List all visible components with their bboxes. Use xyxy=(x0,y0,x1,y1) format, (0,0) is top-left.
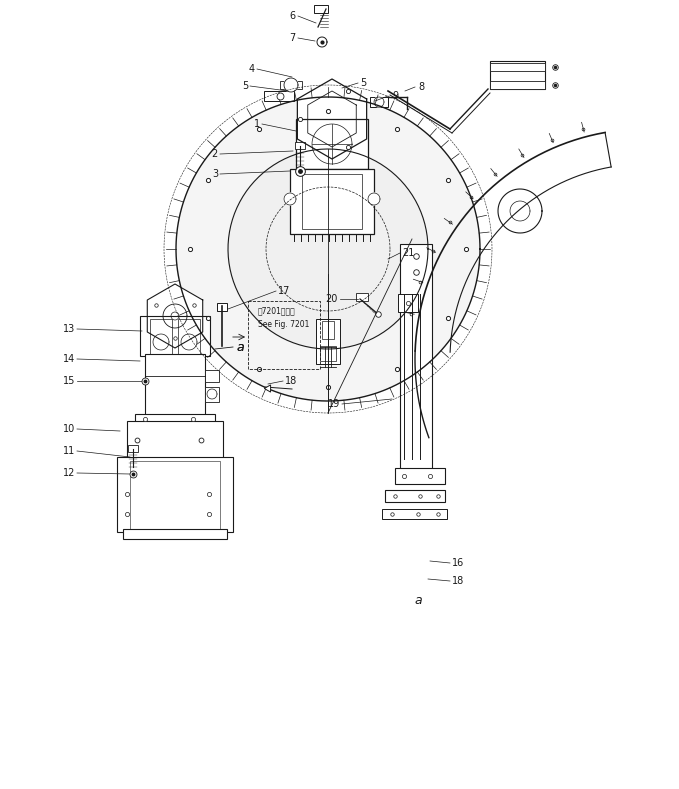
Bar xyxy=(400,244,432,474)
Bar xyxy=(140,316,210,356)
Bar xyxy=(395,468,445,484)
Bar xyxy=(314,5,328,13)
Text: a: a xyxy=(236,341,244,353)
Bar xyxy=(264,91,294,101)
Text: 19: 19 xyxy=(328,399,340,409)
Bar xyxy=(322,321,334,339)
Text: 4: 4 xyxy=(249,64,255,74)
Text: 16: 16 xyxy=(452,558,464,568)
Bar xyxy=(205,387,219,402)
Text: 2: 2 xyxy=(212,149,218,159)
Text: 12: 12 xyxy=(62,468,75,478)
Bar xyxy=(145,354,205,419)
Bar xyxy=(123,529,227,539)
Text: 1: 1 xyxy=(254,119,260,129)
Bar xyxy=(295,142,305,149)
Bar xyxy=(135,414,215,424)
Polygon shape xyxy=(368,193,380,205)
Bar xyxy=(398,294,418,312)
Bar xyxy=(302,174,362,229)
Polygon shape xyxy=(510,201,530,221)
Bar xyxy=(127,421,223,459)
Bar xyxy=(128,445,138,452)
Bar xyxy=(290,169,374,234)
Text: 15: 15 xyxy=(62,376,75,386)
Polygon shape xyxy=(284,78,298,92)
Polygon shape xyxy=(297,79,367,159)
Bar xyxy=(490,81,545,89)
Polygon shape xyxy=(374,97,384,107)
Bar xyxy=(316,319,340,364)
Text: 第7201図参照: 第7201図参照 xyxy=(258,306,296,316)
Text: See Fig. 7201: See Fig. 7201 xyxy=(258,320,310,328)
Bar xyxy=(320,346,336,361)
Polygon shape xyxy=(498,189,542,233)
Text: 14: 14 xyxy=(62,354,75,364)
Text: 21: 21 xyxy=(402,248,414,258)
Text: 18: 18 xyxy=(285,376,297,386)
Bar xyxy=(385,490,445,502)
Text: 20: 20 xyxy=(326,294,338,304)
Bar xyxy=(296,119,368,169)
Text: 3: 3 xyxy=(212,169,218,179)
Bar xyxy=(217,303,227,311)
Polygon shape xyxy=(317,37,327,47)
Text: 17: 17 xyxy=(278,286,291,296)
Bar xyxy=(370,97,388,107)
Text: 6: 6 xyxy=(289,11,295,21)
Polygon shape xyxy=(207,389,217,399)
Bar xyxy=(117,457,233,532)
Text: 5: 5 xyxy=(360,78,366,88)
Text: 9: 9 xyxy=(392,91,398,101)
Bar xyxy=(356,293,368,301)
Bar xyxy=(130,461,220,529)
Polygon shape xyxy=(284,193,296,205)
Polygon shape xyxy=(228,149,428,349)
Bar xyxy=(150,319,172,354)
Text: 13: 13 xyxy=(62,324,75,334)
Bar xyxy=(205,370,219,382)
Text: 18: 18 xyxy=(452,576,464,586)
Polygon shape xyxy=(171,312,179,320)
Polygon shape xyxy=(147,284,203,348)
Bar xyxy=(490,63,545,71)
Polygon shape xyxy=(163,304,187,328)
Bar xyxy=(280,81,302,89)
Polygon shape xyxy=(181,334,197,350)
Text: a: a xyxy=(236,341,244,353)
Text: 11: 11 xyxy=(62,446,75,456)
Text: 8: 8 xyxy=(418,82,424,92)
Text: 7: 7 xyxy=(289,33,295,43)
Bar xyxy=(178,319,200,354)
Polygon shape xyxy=(312,124,352,164)
Text: 5: 5 xyxy=(242,81,248,91)
Polygon shape xyxy=(153,334,169,350)
Text: 10: 10 xyxy=(62,424,75,434)
Text: a: a xyxy=(414,594,422,608)
Bar xyxy=(490,61,545,89)
Bar xyxy=(382,509,447,519)
Polygon shape xyxy=(176,97,480,401)
